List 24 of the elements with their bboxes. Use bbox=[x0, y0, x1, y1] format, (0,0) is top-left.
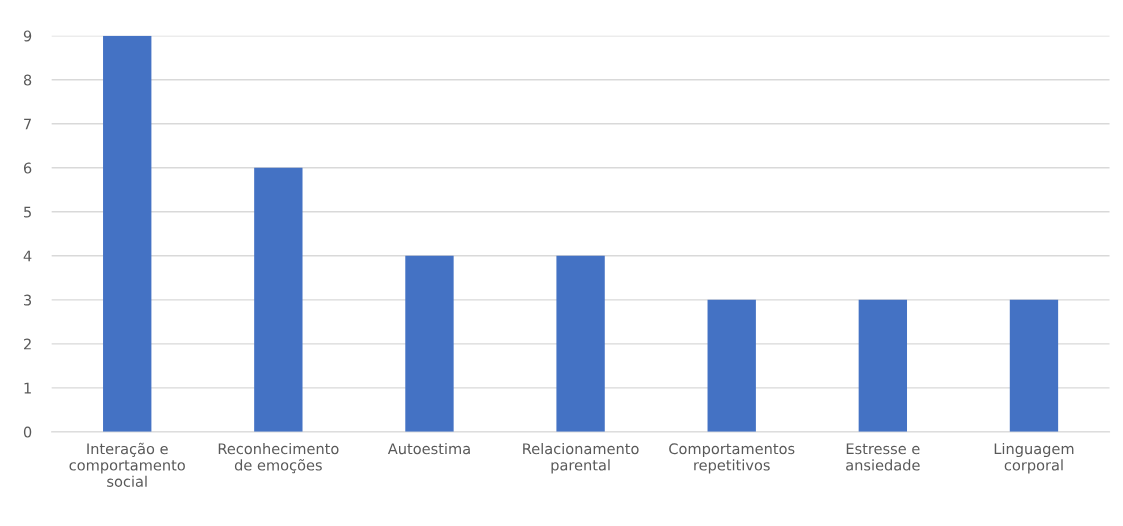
x-tick-label: Autoestima bbox=[387, 442, 470, 455]
y-tick-label: 1 bbox=[24, 382, 31, 394]
x-tick-label: Interação e comportamento social bbox=[69, 442, 185, 487]
x-tick-label: Estresse e ansiedade bbox=[846, 443, 920, 471]
bar bbox=[556, 255, 605, 432]
y-tick-label: 4 bbox=[23, 250, 32, 262]
y-tick-label: 8 bbox=[23, 74, 32, 86]
y-tick-label: 5 bbox=[24, 206, 31, 218]
bar bbox=[103, 35, 152, 432]
bar bbox=[405, 255, 454, 432]
bar bbox=[858, 299, 908, 432]
y-tick-label: 0 bbox=[23, 426, 32, 438]
bar bbox=[254, 167, 303, 432]
bar bbox=[1009, 299, 1059, 432]
y-tick-label: 6 bbox=[23, 162, 32, 174]
x-tick-label: Reconhecimento de emoções bbox=[218, 442, 339, 474]
y-tick-label: 9 bbox=[23, 30, 32, 42]
y-tick-label: 3 bbox=[24, 294, 32, 306]
x-tick-label: Relacionamento parental bbox=[523, 442, 639, 474]
y-tick-label: 7 bbox=[24, 118, 31, 130]
x-tick-label: Linguagem corporal bbox=[994, 442, 1074, 474]
x-tick-label: Comportamentos repetitivos bbox=[669, 443, 795, 474]
bar bbox=[707, 299, 756, 432]
y-tick-label: 2 bbox=[24, 338, 31, 350]
